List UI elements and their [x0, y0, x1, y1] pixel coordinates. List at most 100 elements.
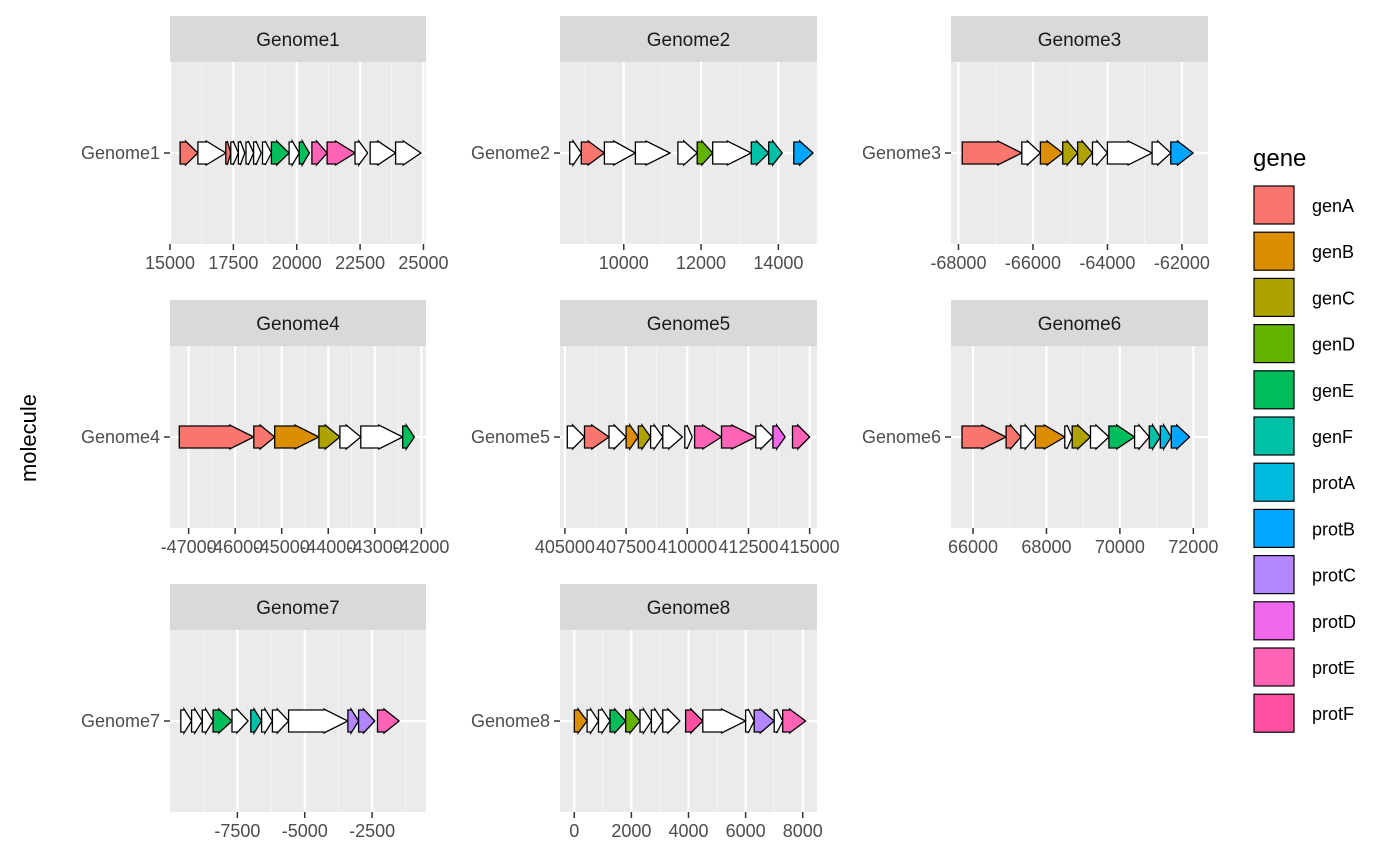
- x-tick-label: 6000: [726, 821, 766, 841]
- gene-arrow: [586, 706, 600, 736]
- gene-arrow: [271, 707, 290, 735]
- facet-strip: [560, 584, 817, 630]
- gene-arrow: [1064, 424, 1073, 450]
- x-tick-label: 66000: [948, 537, 998, 557]
- gene-arrow-genC: [637, 422, 652, 452]
- gene-arrow: [677, 139, 699, 167]
- x-tick-label: 20000: [272, 253, 322, 273]
- x-tick-label: 407500: [596, 537, 656, 557]
- panel-genome7: Genome7 -7500 -5000 -2500 Genome7: [81, 584, 426, 841]
- x-tick-label: -66000: [1005, 253, 1061, 273]
- gene-arrow: [1091, 139, 1109, 167]
- gene-arrow: [1133, 423, 1151, 451]
- gene-arrow-protB: [1170, 423, 1191, 451]
- gene-arrow-protE: [376, 707, 401, 735]
- gene-arrow-genA: [225, 140, 232, 166]
- gene-arrow-genC: [318, 423, 341, 451]
- gene-arrow-genE: [1108, 423, 1136, 451]
- gene-arrow: [773, 708, 784, 734]
- gene-arrow: [649, 422, 664, 452]
- x-tick-label: 72000: [1168, 537, 1218, 557]
- gene-arrow-protE: [782, 707, 807, 735]
- gene-arrow: [1106, 139, 1154, 167]
- legend-label-protA: protA: [1312, 473, 1355, 493]
- x-tick-label: 15000: [145, 253, 195, 273]
- facet-strip: [170, 300, 426, 346]
- facet-strip-title: Genome2: [647, 30, 730, 51]
- legend-label-genC: genC: [1312, 288, 1355, 308]
- gene-arrow: [597, 706, 611, 736]
- gene-arrow-genF: [1148, 422, 1162, 452]
- gene-arrow: [201, 706, 214, 736]
- gene-arrow-protE: [720, 423, 758, 451]
- legend-key-protC: [1253, 554, 1295, 595]
- gene-arrow: [662, 707, 681, 735]
- x-tick-label: 22500: [335, 253, 385, 273]
- facet-strip-title: Genome1: [256, 30, 339, 51]
- legend-label-genD: genD: [1312, 335, 1355, 355]
- gene-arrow: [684, 424, 693, 450]
- legend-label-genF: genF: [1312, 427, 1353, 447]
- legend-key-genD: [1253, 324, 1295, 364]
- gene-arrow: [1089, 423, 1110, 451]
- gene-arrow-genE: [402, 422, 416, 452]
- gene-arrow-genA: [253, 423, 276, 451]
- facet-strip: [951, 300, 1208, 346]
- gene-arrow: [712, 139, 753, 167]
- y-tick-label: Genome6: [862, 427, 941, 447]
- legend-items: genA genB genC genD genE genF protA protB protC p…: [1253, 185, 1356, 733]
- x-tick-label: -7500: [214, 821, 260, 841]
- facet-strip-title: Genome6: [1038, 314, 1121, 335]
- panel-genome2: Genome2 10000 12000 14000 Genome2: [471, 16, 818, 273]
- gene-arrow: [245, 140, 255, 166]
- x-tick-label: -64000: [1079, 253, 1135, 273]
- gene-arrow-genA: [580, 139, 606, 167]
- legend-key-protB: [1253, 508, 1295, 548]
- x-tick-label: -46000: [207, 537, 263, 557]
- gene-arrow-protF: [684, 707, 704, 735]
- facet-strip: [560, 16, 817, 62]
- gene-arrow-protD: [772, 422, 786, 452]
- x-tick-label: 68000: [1021, 537, 1071, 557]
- gene-arrow-genE: [609, 707, 627, 735]
- gene-arrow-genF: [750, 139, 770, 167]
- facet-strip: [170, 584, 426, 630]
- gene-arrow-genA: [1005, 423, 1022, 451]
- gene-arrow-genE: [212, 707, 233, 735]
- legend-key-genE: [1253, 370, 1295, 410]
- gene-arrow-genA: [961, 423, 1008, 451]
- gene-arrow-genC: [1062, 139, 1079, 167]
- gene-arrow-genD: [625, 707, 641, 735]
- gene-arrow: [230, 140, 240, 166]
- y-tick-label: Genome2: [471, 143, 550, 163]
- gene-arrow: [197, 139, 228, 167]
- gene-arrow-genE: [298, 138, 311, 168]
- legend-key-protE: [1253, 647, 1295, 687]
- legend-label-protB: protB: [1312, 519, 1355, 539]
- gene-arrow: [394, 139, 423, 167]
- gene-arrow: [1020, 423, 1037, 451]
- x-tick-label: 415000: [780, 537, 840, 557]
- gene-arrow-genF: [768, 139, 784, 167]
- x-tick-label: -5000: [282, 821, 328, 841]
- x-tick-label: 70000: [1095, 537, 1145, 557]
- facet-strip-title: Genome5: [647, 314, 730, 335]
- legend-label-protD: protD: [1312, 612, 1356, 632]
- gene-arrow: [288, 138, 301, 168]
- panel-genome1: Genome1 15000 17500 20000 22500 25000 Genome1: [81, 16, 448, 273]
- gene-arrow: [1021, 139, 1042, 167]
- gene-arrow-protC: [357, 707, 376, 735]
- legend-key-protD: [1253, 601, 1295, 641]
- x-tick-label: 0: [569, 821, 579, 841]
- gene-arrow-genF: [250, 706, 263, 736]
- facet-strip: [951, 16, 1208, 62]
- legend-label-protE: protE: [1312, 658, 1355, 678]
- y-tick-label: Genome7: [81, 711, 160, 731]
- gene-arrow: [360, 423, 405, 451]
- legend-label-genB: genB: [1312, 242, 1354, 262]
- legend-label-protF: protF: [1312, 704, 1354, 724]
- gene-arrow: [755, 423, 774, 451]
- x-tick-label: -47000: [161, 537, 217, 557]
- legend-key-genA: [1253, 185, 1295, 225]
- gene-arrow: [252, 140, 262, 166]
